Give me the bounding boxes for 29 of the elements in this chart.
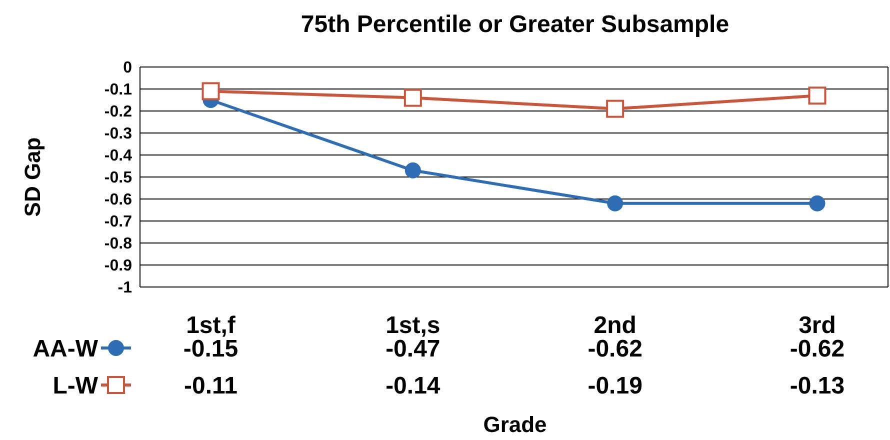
chart-title: 75th Percentile or Greater Subsample <box>300 11 730 38</box>
y-tick-label: -0.3 <box>104 126 132 143</box>
data-label: -0.11 <box>184 372 238 400</box>
y-tick-label: -0.8 <box>104 236 132 253</box>
point <box>808 86 826 105</box>
y-tick-label: -0.7 <box>104 214 132 231</box>
point <box>606 100 624 118</box>
point <box>202 82 220 100</box>
data-label: -0.14 <box>386 372 441 400</box>
y-axis-title: SD Gap <box>20 137 45 217</box>
y-tick-label: -0.5 <box>104 170 132 187</box>
y-tick-label: -0.4 <box>104 148 132 165</box>
legend-label: AA-W <box>32 335 98 362</box>
y-tick-label: -1 <box>118 280 132 297</box>
x-axis-title: Grade <box>483 412 547 437</box>
point <box>607 195 624 212</box>
y-tick-label: 0 <box>123 60 132 77</box>
point <box>404 162 421 178</box>
legend-label: L-W <box>52 372 98 400</box>
y-tick-label: -0.1 <box>104 82 132 99</box>
data-label: -0.13 <box>790 372 845 400</box>
point <box>809 195 826 212</box>
point <box>404 88 422 107</box>
data-label: -0.19 <box>588 372 642 400</box>
y-tick-label: -0.9 <box>104 258 132 275</box>
x-tick-label: 1st,s <box>386 312 440 339</box>
y-tick-label: -0.6 <box>104 192 132 209</box>
y-tick-label: -0.2 <box>104 104 132 121</box>
x-tick-label: 1st,f <box>186 312 236 339</box>
